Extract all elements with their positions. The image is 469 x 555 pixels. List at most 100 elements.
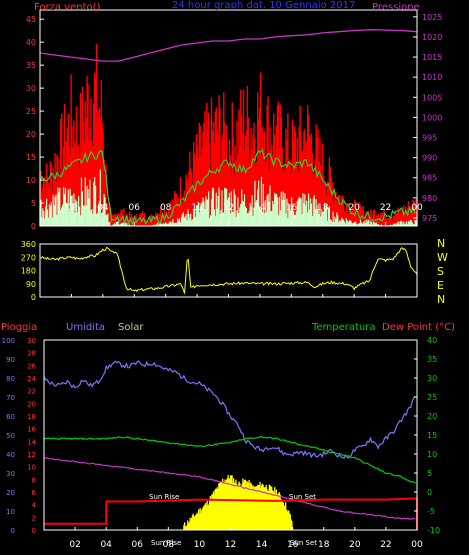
y-right-tick-label: 990 (422, 154, 437, 163)
compass-label: S (437, 265, 444, 278)
rain-tick-label: 2 (32, 514, 36, 522)
humidity-tick-label: 10 (6, 508, 15, 516)
x-tick-label: 20 (349, 540, 361, 550)
y-left-tick-label: 35 (26, 61, 36, 70)
wind-avg-line (39, 148, 416, 226)
direction-tick-label: 90 (26, 280, 36, 289)
x-tick-label: 04 (100, 540, 112, 550)
humidity-tick-label: 30 (6, 470, 15, 478)
x-tick-label: 00 (411, 540, 423, 550)
rain-tick-label: 28 (27, 350, 36, 358)
compass-label: W (437, 251, 448, 264)
y-left-tick-label: 15 (26, 153, 36, 162)
rain-tick-label: 20 (27, 400, 36, 408)
temp-tick-label: -10 (427, 526, 440, 535)
humidity-tick-label: 60 (6, 413, 15, 421)
x-tick-label: 02 (66, 203, 77, 213)
x-tick-label: 16 (287, 540, 299, 550)
y-right-tick-label: 1005 (422, 93, 442, 102)
compass-label: N (437, 237, 445, 250)
temp-tick-label: 0 (427, 488, 432, 497)
rain-tick-label: 16 (27, 426, 36, 434)
wind-axis-label: Forza vento() (34, 2, 101, 13)
temperature-line (43, 435, 416, 484)
x-tick-label: 00 (411, 203, 423, 213)
pressure-line (39, 29, 418, 62)
humidity-axis-label: Umidita (66, 322, 105, 333)
y-left-tick-label: 30 (26, 84, 36, 93)
x-tick-label: 10 (191, 203, 203, 213)
x-tick-label: 16 (286, 203, 298, 213)
dew-point-axis-label: Dew Point (°C) (382, 322, 455, 333)
x-tick-label: 20 (348, 203, 360, 213)
y-right-tick-label: 1020 (422, 33, 442, 42)
y-left-tick-label: 5 (31, 199, 36, 208)
x-tick-label: 22 (380, 540, 391, 550)
humidity-tick-label: 40 (6, 451, 15, 459)
sunset-annotation: Sun Set (289, 493, 316, 501)
rain-tick-label: 6 (32, 489, 37, 497)
rain-tick-label: 14 (27, 438, 36, 446)
temp-tick-label: 30 (427, 374, 437, 383)
sunrise-annotation: Sun Rise (149, 493, 179, 501)
humidity-tick-label: 80 (6, 375, 15, 383)
temp-tick-label: 25 (427, 393, 437, 402)
x-tick-label: 18 (317, 203, 329, 213)
y-left-tick-label: 20 (26, 130, 36, 139)
temp-tick-label: 15 (427, 431, 437, 440)
temp-tick-label: -5 (427, 507, 435, 516)
x-tick-label: 08 (160, 203, 172, 213)
chart-title: 24 hour graph dat. 10 Gennaio 2017 (172, 0, 355, 11)
rain-tick-label: 26 (27, 362, 36, 370)
wind-direction-line (39, 246, 418, 294)
y-left-tick-label: 0 (31, 222, 36, 231)
y-left-tick-label: 40 (26, 38, 36, 47)
y-right-tick-label: 1025 (422, 13, 442, 22)
y-left-tick-label: 45 (26, 15, 36, 24)
humidity-line (43, 360, 416, 459)
rain-tick-label: 8 (32, 476, 36, 484)
compass-label: E (437, 279, 444, 292)
rain-axis-label: Pioggia (1, 322, 37, 333)
rain-tick-label: 10 (27, 464, 36, 472)
temp-tick-label: 5 (427, 469, 432, 478)
x-tick-label: 06 (129, 203, 141, 213)
x-tick-label: 12 (225, 540, 236, 550)
y-right-tick-label: 995 (422, 134, 437, 143)
rain-tick-label: 18 (27, 413, 36, 421)
humidity-tick-label: 90 (6, 356, 15, 364)
y-right-tick-label: 980 (422, 194, 437, 203)
dew-point-line (43, 456, 416, 520)
pressure-axis-label: Pressione (372, 2, 420, 13)
rain-tick-label: 12 (27, 451, 36, 459)
compass-label: N (437, 293, 445, 306)
direction-tick-label: 360 (21, 240, 36, 249)
humidity-tick-label: 50 (6, 432, 15, 440)
x-tick-label: 22 (380, 203, 391, 213)
rain-tick-label: 0 (32, 527, 36, 535)
y-right-tick-label: 1010 (422, 73, 442, 82)
rain-tick-label: 24 (27, 375, 36, 383)
rain-tick-label: 30 (27, 337, 36, 345)
x-tick-label: 14 (254, 203, 266, 213)
x-tick-label: 04 (97, 203, 109, 213)
sunrise-annotation-bottom: Sun Rise (151, 539, 181, 547)
temp-tick-label: 10 (427, 450, 437, 459)
solar-axis-label: Solar (118, 322, 144, 333)
temp-tick-label: 20 (427, 412, 437, 421)
sunset-annotation-bottom: Sun Set (290, 539, 317, 547)
y-right-tick-label: 985 (422, 174, 437, 183)
direction-tick-label: 270 (21, 253, 36, 262)
rain-tick-label: 22 (27, 388, 36, 396)
humidity-tick-label: 20 (6, 489, 15, 497)
direction-tick-label: 180 (21, 267, 36, 276)
y-left-tick-label: 10 (26, 176, 36, 185)
x-tick-label: 08 (163, 540, 175, 550)
y-right-tick-label: 1015 (422, 53, 442, 62)
humidity-tick-label: 70 (6, 394, 15, 402)
x-tick-label: 06 (132, 540, 144, 550)
direction-tick-label: 0 (31, 293, 36, 302)
humidity-tick-label: 0 (11, 527, 15, 535)
